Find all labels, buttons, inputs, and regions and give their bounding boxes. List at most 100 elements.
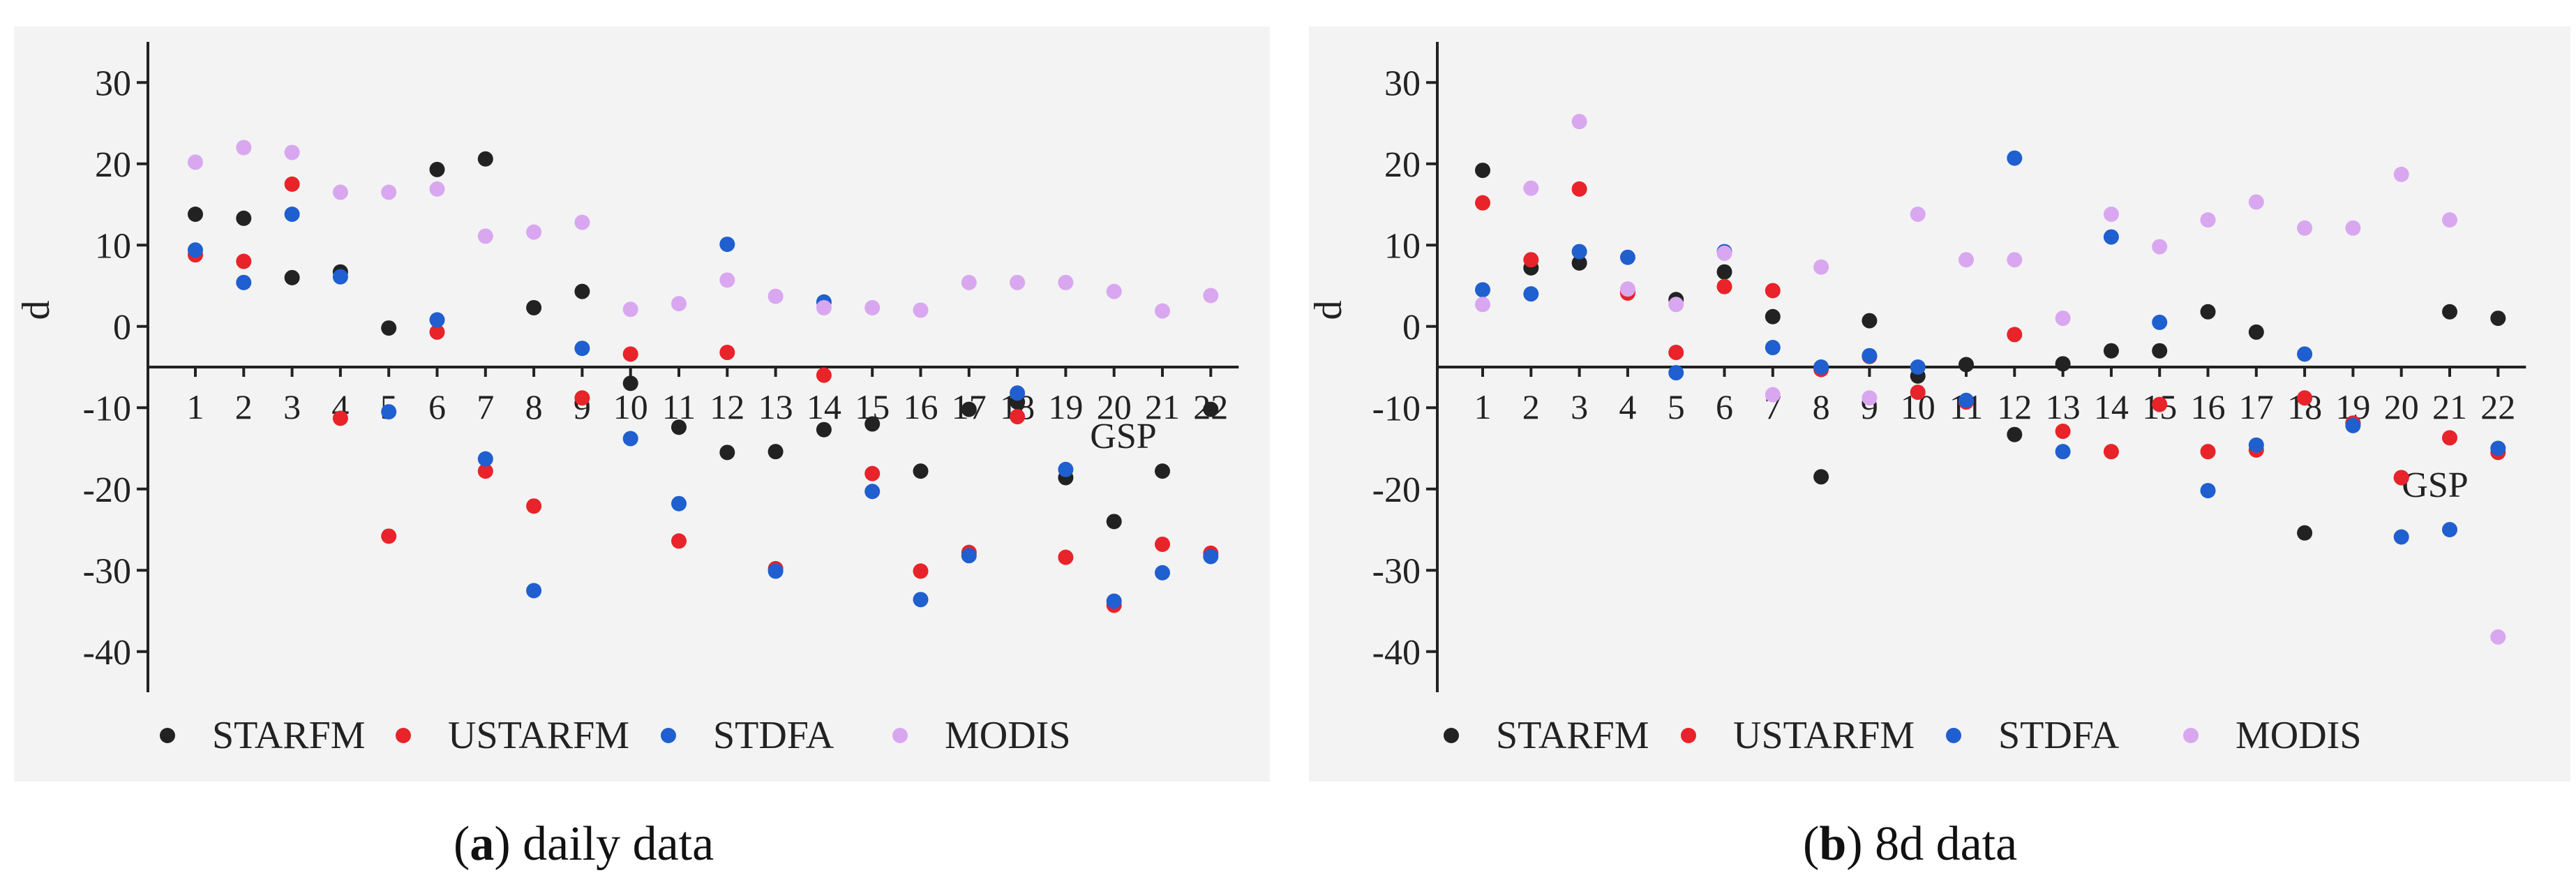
point-ustarfm-a-6 <box>429 324 445 340</box>
point-ustarfm-b-21 <box>2442 430 2457 446</box>
point-stdfa-b-20 <box>2393 529 2409 545</box>
legend-marker-ustarfm-b <box>1681 728 1696 743</box>
x-tick-label-a-3: 3 <box>283 387 301 426</box>
legend-marker-modis-b <box>2183 728 2199 743</box>
series-modis-b <box>1475 114 2506 645</box>
y-axis-title-a: d <box>15 300 58 320</box>
x-tick-label-a-14: 14 <box>807 387 841 426</box>
point-ustarfm-b-1 <box>1475 195 1490 211</box>
legend-a: STARFM USTARFM STDFA MODIS <box>160 714 1070 757</box>
y-tick-label-b-0: 0 <box>1402 308 1421 348</box>
caption-a-label: a <box>470 817 495 871</box>
point-starfm-b-8 <box>1813 469 1829 485</box>
x-tick-label-a-1: 1 <box>187 387 204 426</box>
point-stdfa-a-2 <box>236 274 252 290</box>
x-tick-label-b-3: 3 <box>1571 387 1588 426</box>
point-modis-a-2 <box>236 140 252 156</box>
point-stdfa-a-22 <box>1203 548 1219 565</box>
point-modis-b-3 <box>1571 114 1587 130</box>
point-modis-a-9 <box>574 214 590 230</box>
point-modis-b-6 <box>1716 245 1732 261</box>
point-ustarfm-a-18 <box>1010 409 1026 425</box>
y-tick-label-b-20: 20 <box>1384 145 1421 185</box>
point-stdfa-a-9 <box>574 341 590 357</box>
point-starfm-b-12 <box>2007 426 2023 442</box>
y-tick-label-a--40: -40 <box>83 633 131 673</box>
point-stdfa-a-19 <box>1058 461 1074 477</box>
point-modis-a-16 <box>913 302 929 318</box>
point-ustarfm-a-9 <box>574 390 590 406</box>
point-starfm-b-1 <box>1475 163 1490 179</box>
point-ustarfm-a-2 <box>236 253 252 269</box>
legend-marker-stdfa-a <box>661 728 676 743</box>
point-modis-b-20 <box>2393 166 2409 182</box>
x-axis-title-b: GSP <box>2402 465 2468 505</box>
point-starfm-b-11 <box>1959 357 1974 373</box>
point-modis-a-15 <box>864 299 881 315</box>
panel-a-background <box>14 27 1270 782</box>
caption-a-text: daily data <box>523 817 714 871</box>
point-starfm-b-17 <box>2248 324 2264 340</box>
point-modis-b-7 <box>1765 387 1781 403</box>
point-starfm-a-17 <box>961 401 977 417</box>
x-tick-label-b-1: 1 <box>1474 387 1492 426</box>
point-stdfa-b-11 <box>1959 392 1974 408</box>
legend-label-stdfa-b: STDFA <box>1998 714 2120 757</box>
x-tick-label-a-13: 13 <box>758 387 793 426</box>
x-tick-label-a-19: 19 <box>1048 387 1083 426</box>
y-tick-label-a--30: -30 <box>83 551 131 591</box>
legend-label-starfm-b: STARFM <box>1496 714 1649 757</box>
point-stdfa-a-12 <box>719 237 735 253</box>
caption-a: (a) daily data <box>454 817 714 871</box>
point-modis-a-7 <box>477 228 493 244</box>
point-starfm-a-22 <box>1203 401 1219 417</box>
point-starfm-a-12 <box>719 445 735 461</box>
x-tick-label-b-6: 6 <box>1716 387 1733 426</box>
point-ustarfm-b-18 <box>2297 390 2313 406</box>
point-ustarfm-a-5 <box>381 528 397 544</box>
x-tick-label-b-20: 20 <box>2384 387 2419 426</box>
legend-label-ustarfm-a: USTARFM <box>448 714 629 757</box>
point-stdfa-a-21 <box>1155 565 1170 581</box>
point-stdfa-a-1 <box>188 242 203 258</box>
point-modis-b-16 <box>2200 212 2216 228</box>
point-starfm-b-13 <box>2055 356 2071 372</box>
point-modis-a-6 <box>429 181 445 197</box>
x-tick-label-a-12: 12 <box>710 387 744 426</box>
legend-label-starfm-a: STARFM <box>212 714 366 757</box>
x-tick-label-b-8: 8 <box>1813 387 1830 426</box>
point-modis-b-17 <box>2248 194 2264 210</box>
x-tick-label-b-5: 5 <box>1668 387 1685 426</box>
point-starfm-b-7 <box>1765 308 1781 324</box>
legend-marker-ustarfm-a <box>396 728 411 743</box>
point-ustarfm-b-20 <box>2393 470 2409 486</box>
y-tick-label-a-20: 20 <box>95 145 131 185</box>
caption-b-label: b <box>1819 817 1847 871</box>
point-starfm-a-3 <box>284 269 300 285</box>
point-starfm-a-16 <box>913 463 929 479</box>
point-starfm-a-1 <box>188 206 203 222</box>
x-tick-label-b-21: 21 <box>2432 387 2467 426</box>
point-stdfa-a-4 <box>332 269 348 285</box>
point-modis-b-21 <box>2442 212 2457 228</box>
caption-b-text: 8d data <box>1875 817 2018 871</box>
point-starfm-a-15 <box>864 416 881 432</box>
point-modis-a-12 <box>719 272 735 288</box>
point-ustarfm-a-14 <box>816 367 832 383</box>
series-starfm-b <box>1475 163 2506 541</box>
point-starfm-a-6 <box>429 161 445 177</box>
point-modis-b-13 <box>2055 311 2071 327</box>
point-stdfa-a-15 <box>864 484 881 500</box>
legend-label-modis-a: MODIS <box>945 714 1070 757</box>
y-tick-label-b--20: -20 <box>1372 470 1421 510</box>
point-starfm-a-2 <box>236 210 252 226</box>
point-stdfa-b-1 <box>1475 282 1490 298</box>
point-modis-b-14 <box>2103 206 2119 222</box>
point-starfm-b-6 <box>1716 264 1732 280</box>
point-starfm-a-7 <box>477 151 493 167</box>
y-axis-title-b: d <box>1307 300 1350 320</box>
point-ustarfm-b-7 <box>1765 283 1781 299</box>
x-tick-label-a-10: 10 <box>613 387 648 426</box>
